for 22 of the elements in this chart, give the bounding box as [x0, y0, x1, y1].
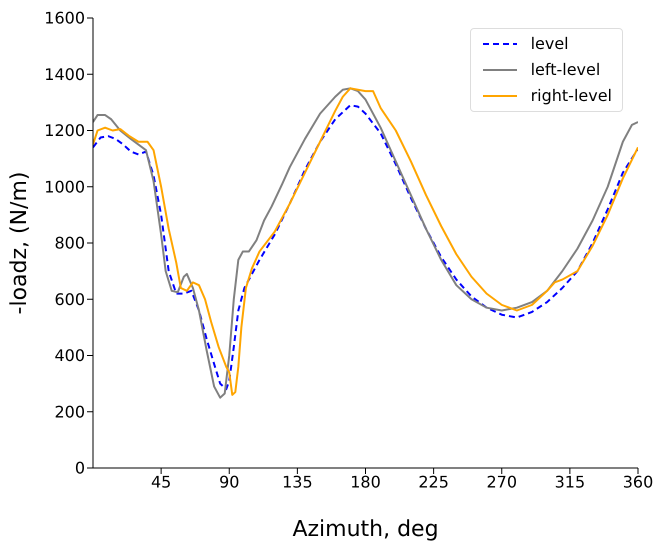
y-tick-label: 200 [54, 402, 85, 422]
y-tick-label: 400 [54, 346, 85, 366]
y-tick-label: 1200 [44, 121, 85, 140]
x-tick-label: 45 [150, 472, 172, 492]
x-tick-label: 225 [418, 472, 449, 492]
x-tick-label: 180 [350, 472, 381, 492]
x-tick-label: 270 [486, 472, 518, 492]
x-tick-label: 135 [282, 472, 313, 492]
legend-label: level [530, 33, 569, 55]
y-axis-title: -loadz, (N/m) [6, 172, 32, 314]
x-axis-title: Azimuth, deg [292, 517, 439, 542]
y-tick-label: 1400 [44, 64, 85, 84]
legend-label: left-level [530, 59, 600, 81]
y-tick-label: 800 [54, 234, 85, 253]
y-tick-label: 0 [74, 458, 85, 478]
y-tick-label: 600 [54, 290, 85, 309]
y-tick-label: 1600 [44, 8, 85, 28]
x-tick-label: 90 [219, 472, 240, 492]
x-tick-label: 360 [622, 472, 654, 492]
legend-label: right-level [530, 85, 612, 107]
y-tick-label: 1000 [44, 177, 85, 196]
x-tick-label: 315 [554, 472, 586, 492]
